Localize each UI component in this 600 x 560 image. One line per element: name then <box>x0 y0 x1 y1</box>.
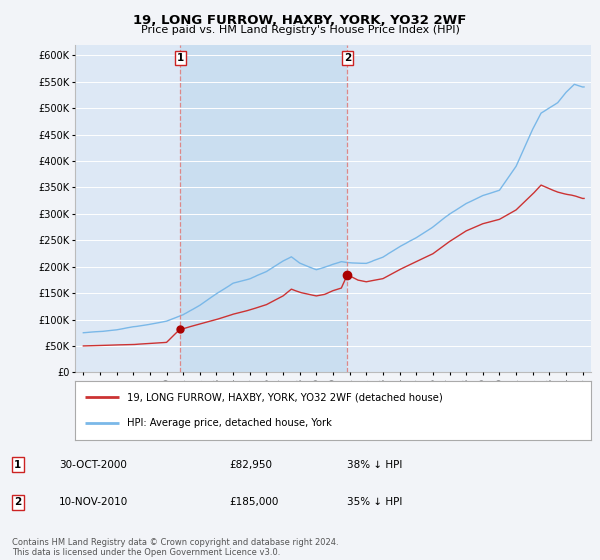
Text: 30-OCT-2000: 30-OCT-2000 <box>59 460 127 470</box>
Text: 1: 1 <box>14 460 22 470</box>
Text: 19, LONG FURROW, HAXBY, YORK, YO32 2WF: 19, LONG FURROW, HAXBY, YORK, YO32 2WF <box>133 14 467 27</box>
Text: HPI: Average price, detached house, York: HPI: Average price, detached house, York <box>127 418 331 428</box>
Text: 2: 2 <box>14 497 22 507</box>
Text: 10-NOV-2010: 10-NOV-2010 <box>59 497 128 507</box>
Bar <box>181 45 347 372</box>
Text: Contains HM Land Registry data © Crown copyright and database right 2024.
This d: Contains HM Land Registry data © Crown c… <box>12 538 338 557</box>
Text: £82,950: £82,950 <box>229 460 272 470</box>
Text: 19, LONG FURROW, HAXBY, YORK, YO32 2WF (detached house): 19, LONG FURROW, HAXBY, YORK, YO32 2WF (… <box>127 392 442 402</box>
Text: 1: 1 <box>177 53 184 63</box>
Text: £185,000: £185,000 <box>229 497 279 507</box>
Text: 2: 2 <box>344 53 351 63</box>
Text: 38% ↓ HPI: 38% ↓ HPI <box>347 460 403 470</box>
Text: Price paid vs. HM Land Registry's House Price Index (HPI): Price paid vs. HM Land Registry's House … <box>140 25 460 35</box>
Text: 35% ↓ HPI: 35% ↓ HPI <box>347 497 403 507</box>
